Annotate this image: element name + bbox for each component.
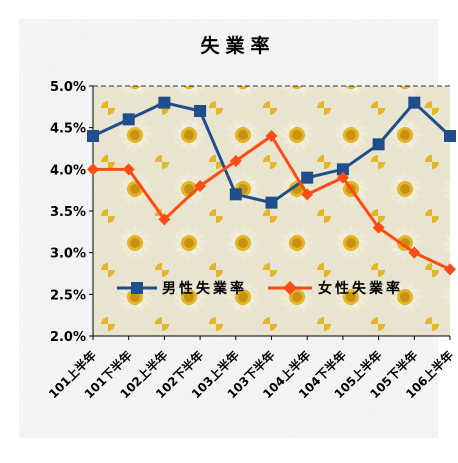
data-point-male: [194, 105, 207, 117]
chart-title: 失業率: [200, 34, 275, 57]
y-tick-label: 5.0%: [50, 80, 86, 95]
data-point-female: [122, 163, 135, 176]
legend-swatch-marker-male: [131, 282, 143, 294]
y-tick-label: 2.5%: [50, 288, 86, 303]
data-point-male: [265, 196, 278, 209]
legend: 男性失業率 女性失業率: [117, 280, 403, 297]
data-point-female: [372, 221, 385, 234]
legend-label-male: 男性失業率: [162, 280, 247, 297]
data-point-female: [444, 263, 456, 276]
data-point-male: [444, 130, 456, 142]
legend-swatch-marker-female: [283, 281, 297, 295]
data-point-male: [301, 171, 314, 184]
y-axis-ticks: 5.0% 4.5% 4.0% 3.5% 3.0% 2.5% 2.0%: [50, 80, 93, 345]
series-layer: [87, 96, 456, 276]
data-point-male: [87, 130, 99, 142]
data-point-female: [87, 163, 99, 176]
data-point-male: [408, 96, 421, 109]
data-point-female: [336, 171, 349, 184]
data-point-female: [301, 188, 314, 201]
data-point-female: [194, 180, 207, 192]
data-point-male: [372, 138, 385, 151]
data-point-female: [229, 155, 242, 167]
data-point-male: [122, 113, 135, 126]
data-point-female: [408, 246, 421, 259]
data-point-female: [265, 130, 278, 142]
y-tick-label: 4.5%: [50, 122, 86, 137]
data-point-male: [229, 188, 242, 201]
y-tick-label: 4.0%: [50, 163, 86, 178]
y-tick-label: 2.0%: [50, 330, 86, 345]
data-point-female: [158, 213, 171, 226]
data-point-male: [158, 96, 171, 109]
y-tick-label: 3.5%: [50, 205, 86, 220]
data-point-male: [336, 163, 349, 176]
legend-label-female: 女性失業率: [318, 280, 403, 297]
plot-area: [93, 86, 450, 336]
y-tick-label: 3.0%: [50, 247, 86, 262]
